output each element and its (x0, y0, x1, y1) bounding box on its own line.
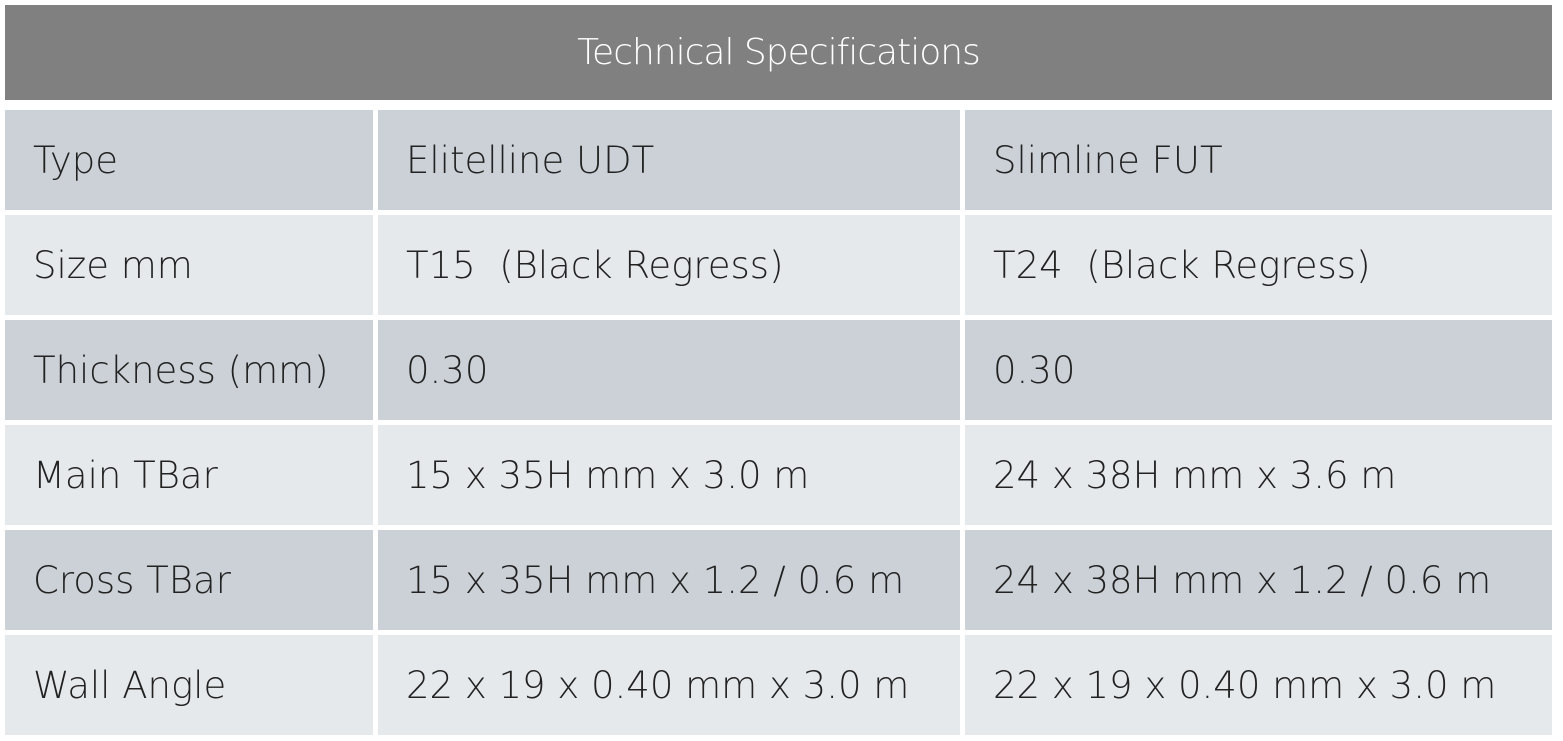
table-cell: 24 x 38H mm x 3.6 m (965, 425, 1552, 525)
table-cell: Slimline FUT (965, 110, 1552, 210)
table-cell: T15 (Black Regress) (378, 215, 960, 315)
table-row: Main TBar 15 x 35H mm x 3.0 m 24 x 38H mm … (5, 425, 1552, 525)
table-cell: 22 x 19 x 0.40 mm x 3.0 m (965, 635, 1552, 735)
table-cell: 0.30 (965, 320, 1552, 420)
table-row: Wall Angle 22 x 19 x 0.40 mm x 3.0 m 22 x … (5, 635, 1552, 735)
table-row: Cross TBar 15 x 35H mm x 1.2 / 0.6 m 24 x … (5, 530, 1552, 630)
table-cell: 22 x 19 x 0.40 mm x 3.0 m (378, 635, 960, 735)
table-cell: T24 (Black Regress) (965, 215, 1552, 315)
table-cell: Cross TBar (5, 530, 373, 630)
table-cell: Thickness (mm) (5, 320, 373, 420)
spec-table: Technical Specifications Type Elitelline … (5, 5, 1552, 740)
table-cell: 0.30 (378, 320, 960, 420)
table-body: Type Elitelline UDT Slimline FUT Size mm T15… (5, 110, 1552, 735)
table-cell: Main TBar (5, 425, 373, 525)
table-cell: Wall Angle (5, 635, 373, 735)
table-cell: Type (5, 110, 373, 210)
table-row: Thickness (mm) 0.30 0.30 (5, 320, 1552, 420)
table-title: Technical Specifications (5, 5, 1552, 100)
table-row: Type Elitelline UDT Slimline FUT (5, 110, 1552, 210)
table-cell: 15 x 35H mm x 3.0 m (378, 425, 960, 525)
table-cell: 24 x 38H mm x 1.2 / 0.6 m (965, 530, 1552, 630)
table-cell: 15 x 35H mm x 1.2 / 0.6 m (378, 530, 960, 630)
table-row: Size mm T15 (Black Regress) T24 (Black Reg… (5, 215, 1552, 315)
table-cell: Elitelline UDT (378, 110, 960, 210)
table-cell: Size mm (5, 215, 373, 315)
